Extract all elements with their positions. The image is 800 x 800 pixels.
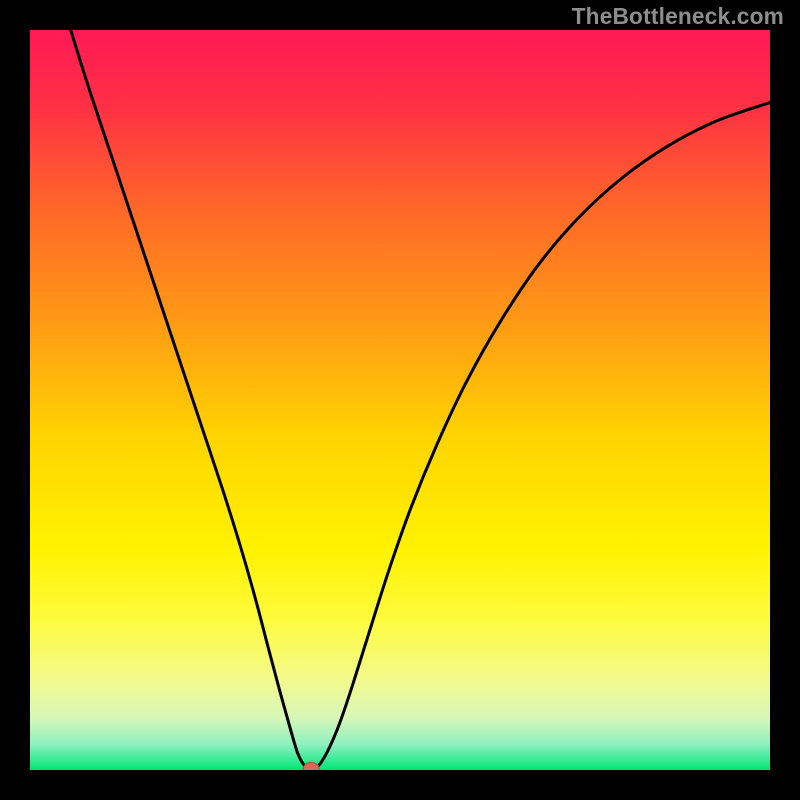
figure-container: TheBottleneck.com bbox=[0, 0, 800, 800]
bottleneck-chart bbox=[30, 30, 770, 770]
chart-background bbox=[30, 30, 770, 770]
watermark-text: TheBottleneck.com bbox=[572, 3, 784, 30]
minimum-marker bbox=[303, 763, 319, 770]
plot-area bbox=[30, 30, 770, 770]
